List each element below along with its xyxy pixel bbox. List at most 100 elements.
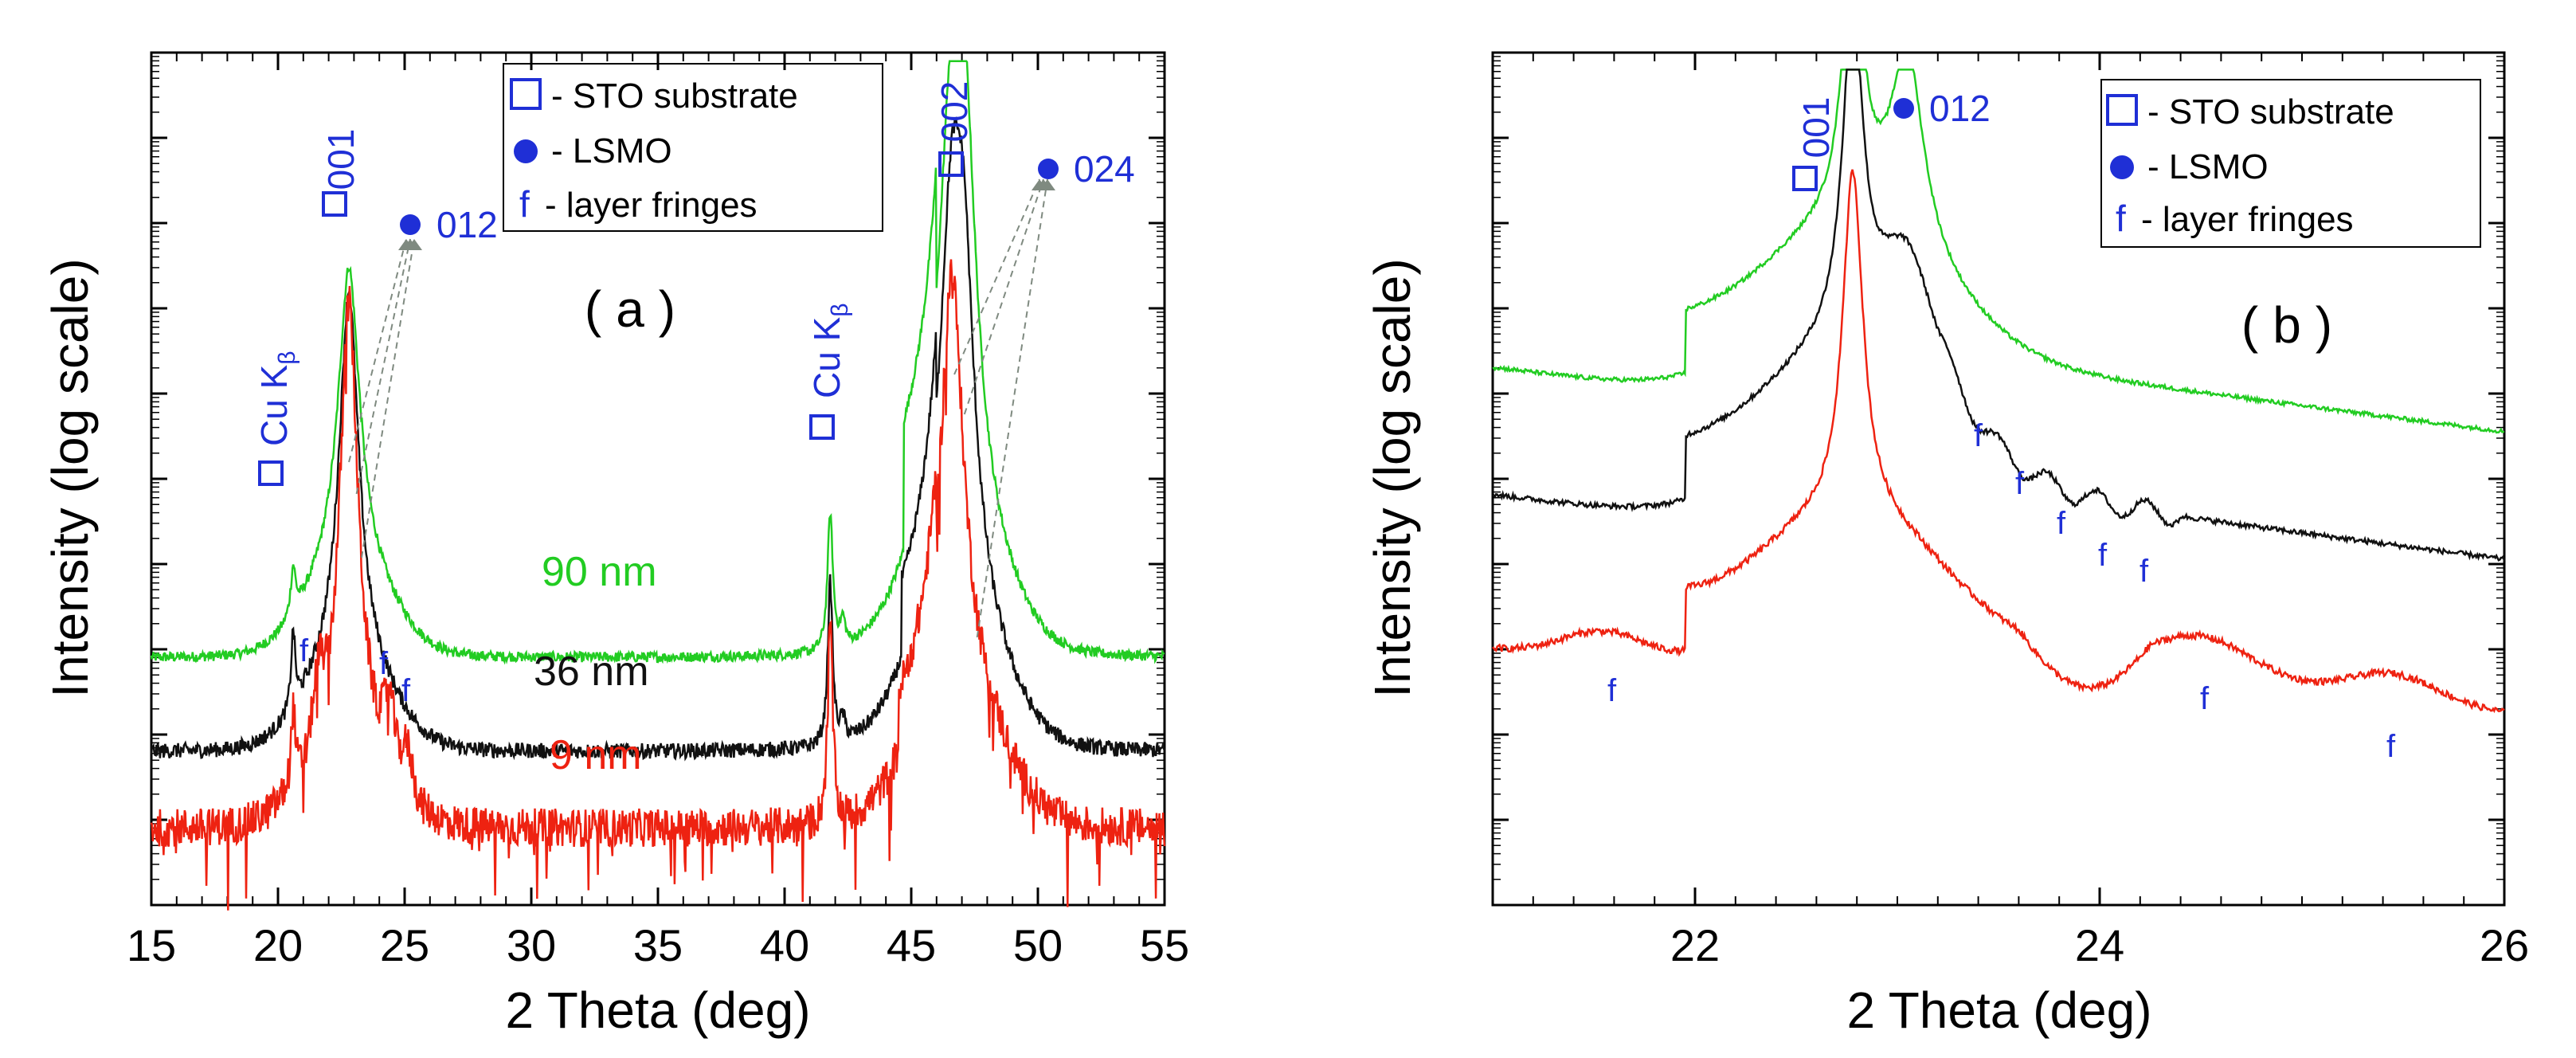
annotation-001-a: 001 bbox=[320, 129, 362, 217]
x-tick-labels-b: 22 24 26 bbox=[1670, 920, 2529, 970]
label-012-b: 012 bbox=[1929, 88, 1991, 129]
legend-circle-icon bbox=[2110, 155, 2134, 179]
legend-frame-b bbox=[2100, 79, 2481, 248]
fringe-label-b2: f bbox=[1974, 418, 1983, 453]
series-line-b-9nm bbox=[1492, 169, 2505, 714]
annotation-002-a: 002 bbox=[934, 81, 975, 177]
x-axis-title-a: 2 Theta (deg) bbox=[505, 982, 810, 1039]
panel-label-b: (b) bbox=[2241, 296, 2347, 354]
fringe-label-b5: f bbox=[2098, 538, 2108, 573]
legend-b: - STO substrate - LSMO f - layer fringes bbox=[2100, 79, 2481, 248]
x-ticks-b bbox=[1492, 53, 2506, 905]
legend-fringes-label: layer fringes bbox=[566, 186, 758, 225]
y-axis-title-a: Intensity (log scale) bbox=[41, 258, 99, 697]
x-ticks-a bbox=[150, 53, 1166, 905]
circle-marker-icon bbox=[1893, 98, 1914, 119]
y-ticks-b bbox=[1493, 51, 2504, 907]
square-marker-icon bbox=[938, 151, 964, 177]
arrow-head-icon bbox=[406, 239, 422, 250]
plot-frame-b bbox=[1491, 51, 2506, 907]
peak-arrow bbox=[355, 238, 411, 495]
kbeta-subscript: β bbox=[827, 303, 853, 316]
x-tick-label: 20 bbox=[253, 920, 303, 970]
x-tick-label: 45 bbox=[887, 920, 936, 970]
series-line-b-36nm bbox=[1492, 69, 2506, 562]
series-label-90nm: 90 nm bbox=[542, 549, 657, 595]
label-001-a: 001 bbox=[320, 129, 362, 190]
fringe-label-a1: f bbox=[299, 633, 309, 668]
legend-entry-sto-b: - STO substrate bbox=[2147, 92, 2394, 131]
x-tick-label: 50 bbox=[1013, 920, 1063, 970]
kbeta-text: Cu K bbox=[253, 364, 295, 446]
label-001-b: 001 bbox=[1795, 97, 1837, 159]
peak-arrow bbox=[976, 178, 1048, 638]
peak-arrow bbox=[953, 178, 1040, 375]
series-b bbox=[1492, 69, 2506, 714]
x-tick-label: 55 bbox=[1140, 920, 1189, 970]
legend-fringes-label-b: layer fringes bbox=[2163, 200, 2354, 239]
fringe-label-a3: f bbox=[401, 673, 411, 708]
fringe-label-b7: f bbox=[2200, 681, 2210, 716]
y-axis-title-b: Intensity (log scale) bbox=[1364, 258, 1421, 697]
annotation-012-b: 012 bbox=[1893, 88, 1991, 129]
legend-entry-fringes-b: - layer fringes bbox=[2141, 200, 2354, 239]
fringe-label-b6: f bbox=[2139, 554, 2149, 589]
x-tick-label: 26 bbox=[2480, 920, 2529, 970]
x-tick-label: 30 bbox=[507, 920, 556, 970]
legend-square-icon bbox=[510, 78, 542, 110]
square-marker-icon bbox=[322, 191, 347, 217]
peak-arrow bbox=[360, 238, 415, 558]
x-tick-label: 22 bbox=[1670, 920, 1720, 970]
circle-marker-icon bbox=[400, 214, 421, 235]
legend-entry-fringes: - layer fringes bbox=[545, 186, 758, 225]
annotation-001-b: 001 bbox=[1792, 97, 1837, 191]
x-tick-label: 35 bbox=[633, 920, 683, 970]
legend-f-symbol-b: f bbox=[2116, 198, 2126, 239]
x-tick-labels-a: 15 20 25 30 35 40 45 50 55 bbox=[127, 920, 1189, 970]
panel-label-a: (a) bbox=[585, 280, 690, 338]
kbeta-subscript: β bbox=[274, 351, 300, 364]
annotation-kbeta-42-a: Cu Kβ bbox=[806, 303, 853, 440]
legend-circle-icon bbox=[514, 139, 538, 163]
series-line-90nm bbox=[150, 60, 1165, 665]
fringe-label-b1: f bbox=[1607, 673, 1617, 708]
series-label-36nm: 36 nm bbox=[534, 649, 649, 695]
peak-arrow bbox=[963, 178, 1044, 415]
label-024-a: 024 bbox=[1074, 148, 1135, 190]
series-line-9nm bbox=[150, 259, 1166, 911]
fringe-label-a2: f bbox=[379, 646, 389, 681]
x-tick-label: 40 bbox=[760, 920, 809, 970]
y-ticks-a bbox=[151, 51, 1165, 907]
series-label-9nm: 9 nm bbox=[550, 732, 642, 778]
arrow-head-icon bbox=[1039, 179, 1055, 190]
kbeta-text: Cu K bbox=[806, 316, 848, 398]
fringe-label-b3: f bbox=[2015, 466, 2025, 501]
annotation-012-a: 012 bbox=[400, 204, 498, 245]
legend-entry-lsmo-b: - LSMO bbox=[2147, 147, 2269, 186]
fringe-label-b4: f bbox=[2057, 506, 2066, 541]
x-tick-label: 24 bbox=[2075, 920, 2124, 970]
circle-marker-icon bbox=[1038, 159, 1059, 179]
label-kbeta-42-a: Cu Kβ bbox=[806, 303, 853, 398]
legend-entry-sto: - STO substrate bbox=[551, 76, 798, 116]
peak-arrow bbox=[348, 238, 407, 463]
legend-entry-lsmo: - LSMO bbox=[551, 131, 672, 170]
fringe-label-b8: f bbox=[2386, 729, 2396, 764]
legend-frame-a bbox=[503, 63, 883, 232]
arrows-a bbox=[348, 178, 1055, 638]
annotation-kbeta-20-a: Cu Kβ bbox=[253, 351, 300, 486]
legend-square-icon bbox=[2106, 94, 2138, 126]
annotation-024-a: 024 bbox=[1038, 148, 1135, 190]
square-marker-icon bbox=[1792, 166, 1818, 191]
square-marker-icon bbox=[809, 414, 835, 440]
label-kbeta-20-a: Cu Kβ bbox=[253, 351, 300, 446]
label-002-a: 002 bbox=[934, 81, 975, 143]
legend-a: - STO substrate - LSMO f - layer fringes bbox=[503, 63, 883, 232]
x-tick-label: 25 bbox=[380, 920, 429, 970]
x-tick-label: 15 bbox=[127, 920, 176, 970]
panel-b: 22 24 26 2 Theta (deg) Intensity (log scal… bbox=[1364, 51, 2529, 1039]
panel-a: 15 20 25 30 35 40 45 50 55 2 Theta (deg) Intensi… bbox=[41, 51, 1189, 1039]
series-a bbox=[150, 60, 1166, 911]
legend-f-symbol: f bbox=[519, 183, 530, 225]
